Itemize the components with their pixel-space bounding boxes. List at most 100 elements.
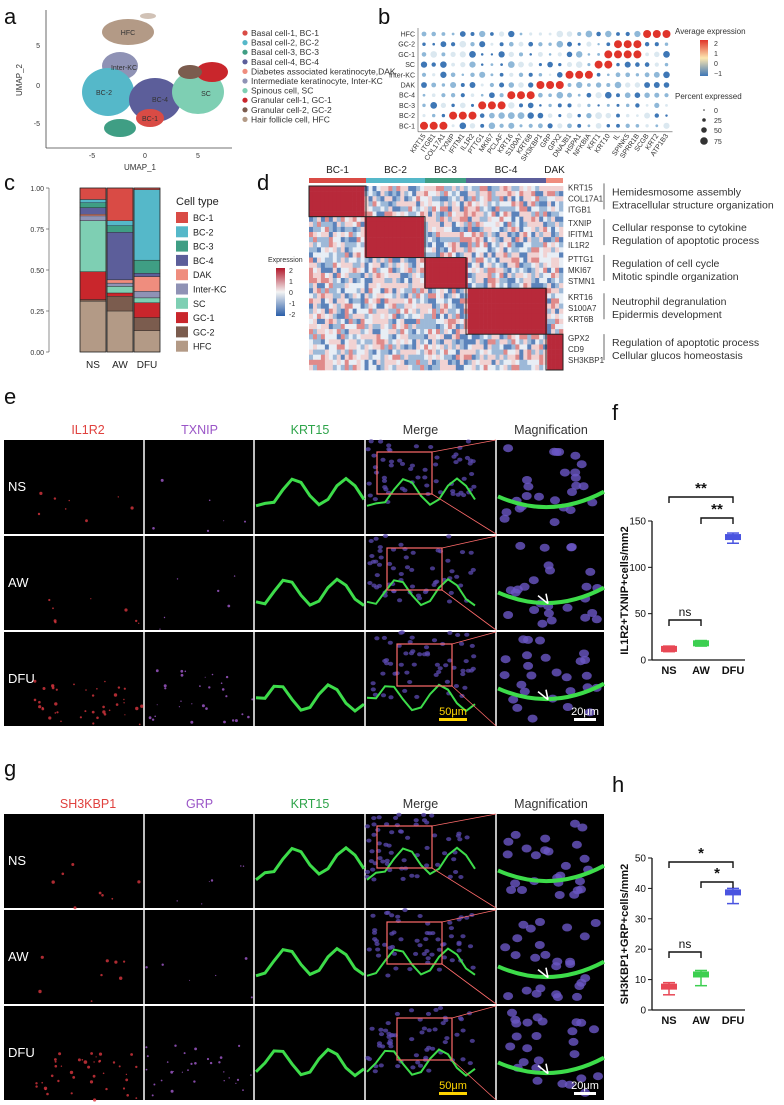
heatmap-cell — [487, 252, 492, 258]
heatmap-cell — [364, 257, 369, 263]
heatmap-cell — [523, 272, 528, 279]
heatmap-cell — [491, 313, 496, 320]
heatmap-cell — [372, 186, 377, 192]
if-nucleus — [464, 835, 470, 840]
umap-cluster-label: BC-1 — [142, 116, 158, 123]
heatmap-cell — [459, 262, 465, 269]
heatmap-cell — [384, 334, 389, 340]
heatmap-cell — [348, 313, 353, 320]
heatmap-cell — [471, 201, 476, 207]
heatmap-cell — [455, 293, 461, 299]
heatmap-cell — [360, 226, 365, 233]
heatmap-cell — [352, 237, 357, 243]
heatmap-gene-label: CD9 — [568, 345, 585, 354]
if-nucleus — [393, 966, 399, 971]
heatmap-cell — [360, 298, 365, 304]
dotplot-dot — [633, 50, 642, 59]
heatmap-cell — [396, 237, 401, 243]
heatmap-cell — [547, 298, 552, 304]
heatmap-cell — [380, 226, 385, 233]
if-nucleus — [385, 910, 391, 915]
heatmap-cell — [328, 226, 334, 233]
heatmap-cell — [507, 303, 512, 309]
heatmap-cell — [332, 318, 338, 325]
if-zoom-nucleus — [576, 1018, 587, 1027]
heatmap-cell — [519, 364, 524, 371]
heatmap-cell — [328, 354, 334, 361]
heatmap-cell — [336, 267, 342, 274]
heatmap-cell — [356, 252, 361, 258]
heatmap-cell — [372, 313, 377, 320]
heatmap-cell — [451, 216, 457, 223]
if-signal-dot — [170, 1089, 174, 1093]
heatmap-cell — [487, 303, 492, 309]
heatmap-cell — [471, 206, 476, 212]
heatmap-cell — [408, 221, 413, 228]
heatmap-cell — [428, 339, 433, 345]
dotplot-dot — [538, 73, 543, 77]
if-nucleus — [456, 948, 462, 953]
heatmap-cell — [436, 359, 441, 366]
heatmap-cell — [515, 211, 520, 217]
heatmap-cell — [515, 344, 520, 350]
heatmap-cell — [475, 221, 480, 228]
heatmap-cell — [475, 283, 480, 289]
heatmap-cell — [420, 226, 425, 233]
if-nucleus — [366, 1057, 372, 1062]
heatmap-cell — [436, 232, 441, 238]
heatmap-cell — [515, 313, 520, 320]
if-nucleus — [417, 652, 423, 657]
heatmap-cell — [519, 216, 524, 223]
size-legend-tick: 50 — [714, 128, 722, 135]
heatmap-cell — [507, 211, 512, 217]
heatmap-cell — [424, 349, 429, 355]
heatmap-cell — [376, 242, 381, 248]
heatmap-cell — [336, 283, 342, 289]
dotplot-dot — [616, 113, 620, 118]
if-zoom-nucleus — [522, 476, 532, 484]
heatmap-cell — [392, 278, 397, 284]
heatmap-cell — [436, 196, 441, 202]
heatmap-cell — [539, 232, 544, 238]
heatmap-cell — [551, 216, 556, 223]
heatmap-cell — [356, 308, 361, 315]
if-nucleus — [388, 459, 395, 464]
size-legend-tick: 25 — [714, 118, 722, 125]
heatmap-cell — [523, 313, 528, 320]
heatmap-cell — [463, 232, 469, 238]
heatmap-cell — [360, 359, 365, 366]
heatmap-cell — [412, 334, 417, 340]
heatmap-cell — [328, 242, 334, 248]
go-term: Epidermis development — [612, 309, 722, 321]
if-zoom-nucleus — [572, 886, 583, 895]
heatmap-cell — [499, 201, 504, 207]
if-zoom-nucleus — [593, 1072, 603, 1081]
heatmap-cell — [356, 196, 361, 202]
if-nucleus — [457, 457, 463, 462]
if-zoom-nucleus — [540, 950, 551, 959]
if-signal-dot — [102, 705, 105, 709]
heatmap-cell — [416, 318, 421, 325]
heatmap-cell — [539, 334, 544, 340]
heatmap-cell — [432, 298, 437, 304]
dotplot-dot — [624, 92, 631, 99]
heatmap-cell — [519, 272, 524, 279]
heatmap-cell — [360, 329, 365, 335]
if-nucleus — [391, 951, 397, 956]
heatmap-cell — [372, 242, 377, 248]
if-signal-dot — [156, 704, 158, 706]
heatmap-cell — [475, 344, 480, 350]
heatmap-cell — [547, 247, 552, 253]
if-nucleus — [421, 812, 427, 817]
stacked-segment — [106, 292, 134, 297]
if-signal-dot — [60, 1065, 63, 1067]
heatmap-group-label: BC-4 — [495, 165, 518, 176]
heatmap-cell — [428, 364, 433, 371]
heatmap-cell — [507, 247, 512, 253]
heatmap-cell — [479, 257, 484, 263]
heatmap-cell — [451, 226, 457, 233]
heatmap-cell — [499, 252, 504, 258]
heatmap-cell — [539, 293, 544, 299]
if-signal-dot — [102, 1072, 105, 1075]
heatmap-cell — [408, 324, 413, 330]
